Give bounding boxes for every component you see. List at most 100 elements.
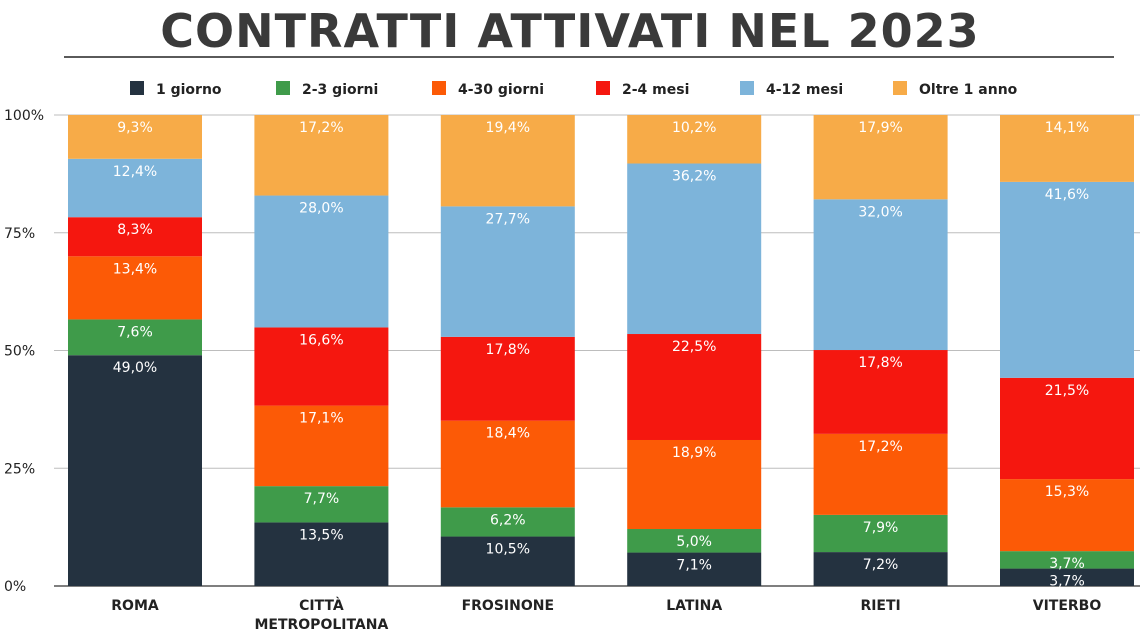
y-axis: 0% 25% 50% 75% 100%	[4, 108, 44, 595]
bar-segment	[68, 115, 202, 159]
bar-segment	[1000, 181, 1134, 378]
data-label: 17,2%	[299, 120, 343, 136]
data-label: 3,7%	[1049, 574, 1085, 590]
data-label: 17,8%	[858, 355, 902, 371]
bar-segment	[627, 334, 762, 440]
x-tick-label: LATINA	[666, 598, 722, 614]
data-label: 7,6%	[117, 324, 153, 340]
data-label: 17,1%	[299, 411, 343, 427]
data-label: 15,3%	[1045, 484, 1089, 500]
bars	[68, 115, 1134, 586]
bar-segment	[254, 115, 389, 196]
legend-swatch	[130, 81, 144, 95]
data-label: 7,1%	[676, 558, 712, 574]
legend-label: 2-4 mesi	[622, 82, 689, 98]
legend-swatch	[596, 81, 610, 95]
data-label: 6,2%	[490, 512, 526, 528]
bar-segment	[440, 536, 575, 586]
bar-segment	[68, 355, 202, 586]
bar-segment	[68, 319, 202, 356]
x-axis: ROMA CITTÀ METROPOLITANA FROSINONE LATINA RIE…	[111, 597, 1101, 633]
bar-segment	[813, 433, 948, 515]
data-label: 5,0%	[676, 534, 712, 550]
bar-segment	[68, 158, 202, 218]
data-label: 9,3%	[117, 120, 153, 136]
data-label: 36,2%	[672, 169, 716, 185]
bar-segment	[1000, 568, 1134, 586]
bar-segment	[1000, 377, 1134, 480]
data-label: 18,9%	[672, 445, 716, 461]
bar-segment	[254, 327, 389, 406]
legend-swatch	[740, 81, 754, 95]
legend-label: 4-30 giorni	[458, 82, 544, 98]
bar-segment	[68, 217, 202, 257]
bar-segment	[813, 350, 948, 434]
bar-segment	[813, 115, 948, 200]
legend-swatch	[276, 81, 290, 95]
data-labels: 49,0% 7,6% 13,4% 8,3% 12,4% 9,3% 13,5% 7,7% 17,1…	[113, 120, 1089, 590]
bar-segment	[254, 522, 389, 586]
title-underline	[64, 56, 1114, 58]
bar-segment	[68, 256, 202, 320]
y-tick-label: 50%	[4, 344, 35, 360]
legend-swatch	[432, 81, 446, 95]
x-tick-label: ROMA	[111, 598, 159, 614]
bar-segment	[627, 115, 762, 164]
bar-segment	[1000, 551, 1134, 569]
data-label: 17,2%	[858, 439, 902, 455]
bar-segment	[627, 529, 762, 553]
data-label: 17,9%	[858, 120, 902, 136]
bar-segment	[254, 486, 389, 523]
data-label: 16,6%	[299, 332, 343, 348]
x-tick-label: METROPOLITANA	[254, 617, 388, 633]
data-label: 41,6%	[1045, 187, 1089, 203]
bar-segment	[813, 514, 948, 553]
bar-segment	[627, 163, 762, 335]
x-tick-label: FROSINONE	[462, 598, 554, 614]
y-tick-label: 0%	[4, 579, 26, 595]
data-label: 27,7%	[486, 211, 530, 227]
bar-segment	[627, 552, 762, 586]
legend-label: 1 giorno	[156, 82, 222, 98]
data-label: 10,5%	[486, 542, 530, 558]
x-tick-label: RIETI	[860, 598, 900, 614]
legend-label: 4-12 mesi	[766, 82, 843, 98]
data-label: 17,8%	[486, 342, 530, 358]
bar-segment	[1000, 115, 1134, 182]
data-label: 49,0%	[113, 360, 157, 376]
data-label: 8,3%	[117, 222, 153, 238]
y-tick-label: 75%	[4, 226, 35, 242]
gridlines	[54, 114, 1140, 587]
data-label: 22,5%	[672, 339, 716, 355]
data-label: 32,0%	[858, 204, 902, 220]
bar-segment	[440, 507, 575, 537]
chart-title: CONTRATTI ATTIVATI NEL 2023	[160, 4, 980, 58]
legend-swatch	[893, 81, 907, 95]
data-label: 3,7%	[1049, 556, 1085, 572]
data-label: 19,4%	[486, 120, 530, 136]
bar-segment	[627, 439, 762, 530]
bar-segment	[440, 336, 575, 421]
bar-segment	[813, 552, 948, 586]
data-label: 13,5%	[299, 527, 343, 543]
data-label: 21,5%	[1045, 383, 1089, 399]
data-label: 10,2%	[672, 120, 716, 136]
data-label: 7,2%	[863, 557, 899, 573]
bar-segment	[813, 199, 948, 351]
bar-segment	[440, 206, 575, 337]
data-label: 13,4%	[113, 261, 157, 277]
legend-label: Oltre 1 anno	[919, 82, 1018, 98]
data-label: 12,4%	[113, 164, 157, 180]
data-label: 7,7%	[304, 491, 340, 507]
bar-segment	[440, 115, 575, 207]
bar-segment	[440, 420, 575, 508]
legend-label: 2-3 giorni	[302, 82, 378, 98]
y-tick-label: 100%	[4, 108, 44, 124]
legend: 1 giorno 2-3 giorni 4-30 giorni 2-4 mesi 4-1…	[130, 81, 1018, 98]
bar-segment	[1000, 479, 1134, 552]
data-label: 14,1%	[1045, 120, 1089, 136]
data-label: 7,9%	[863, 520, 899, 536]
data-label: 18,4%	[486, 426, 530, 442]
bar-segment	[254, 405, 389, 487]
